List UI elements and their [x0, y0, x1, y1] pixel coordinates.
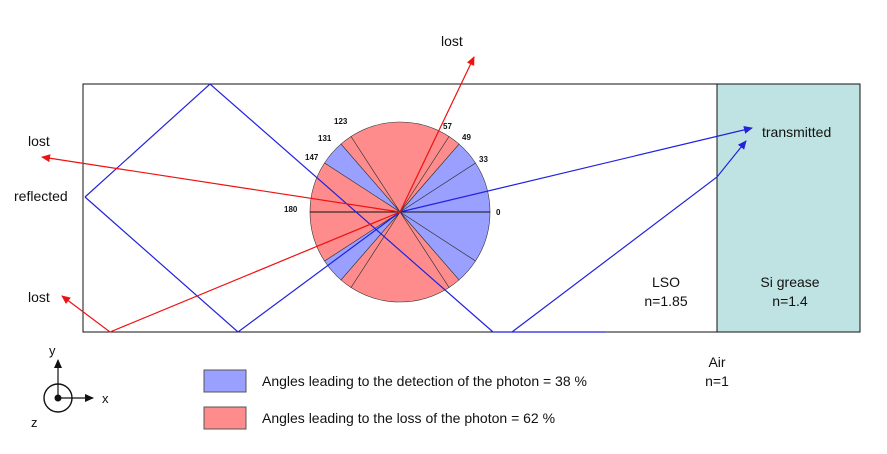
reflected-ray-lower [84, 196, 401, 333]
legend-text-loss: Angles leading to the loss of the photon… [262, 410, 555, 426]
transmitted-ray-bounced [511, 140, 747, 333]
label-air: Air [708, 354, 725, 370]
axis-label-x: x [102, 391, 109, 406]
label-lso: LSO [652, 274, 680, 290]
label-lso-index: n=1.85 [644, 293, 687, 309]
label-si-grease: Si grease [760, 274, 819, 290]
transmitted-ray-direct [399, 125, 753, 213]
angle-label-0: 0 [496, 208, 501, 217]
lso-crystal-outline [82, 83, 861, 333]
coordinate-axes [43, 359, 94, 413]
angle-pie-chart [309, 121, 491, 303]
label-reflected: reflected [14, 188, 68, 204]
label-transmitted: transmitted [762, 124, 831, 140]
legend-swatch-loss [203, 406, 247, 430]
reflected-ray-upper [84, 83, 605, 333]
label-grease-index: n=1.4 [772, 293, 808, 309]
legend: Angles leading to the detection of the p… [203, 369, 587, 430]
lost-ray-top [399, 56, 475, 213]
angle-label-33: 33 [479, 155, 488, 164]
lost-ray-left-lower [61, 211, 401, 333]
angle-label-180: 180 [284, 205, 298, 214]
si-grease-region [717, 84, 860, 332]
label-air-index: n=1 [705, 373, 729, 389]
pie-sector-loss-upper-3 [350, 121, 450, 213]
label-lost-left-lower: lost [28, 289, 50, 305]
angle-label-57: 57 [443, 122, 452, 131]
angle-label-123: 123 [334, 117, 348, 126]
angle-label-147: 147 [305, 153, 319, 162]
lost-ray-left-upper [41, 154, 401, 213]
angle-label-131: 131 [318, 134, 332, 143]
axis-label-y: y [49, 343, 56, 358]
legend-swatch-detection [203, 369, 247, 393]
label-lost-top: lost [441, 33, 463, 49]
axis-label-z: z [31, 415, 38, 430]
legend-text-detection: Angles leading to the detection of the p… [262, 373, 587, 389]
pie-sector-loss-lower-3 [350, 211, 450, 303]
label-lost-left-upper: lost [28, 133, 50, 149]
angle-label-49: 49 [462, 133, 471, 142]
